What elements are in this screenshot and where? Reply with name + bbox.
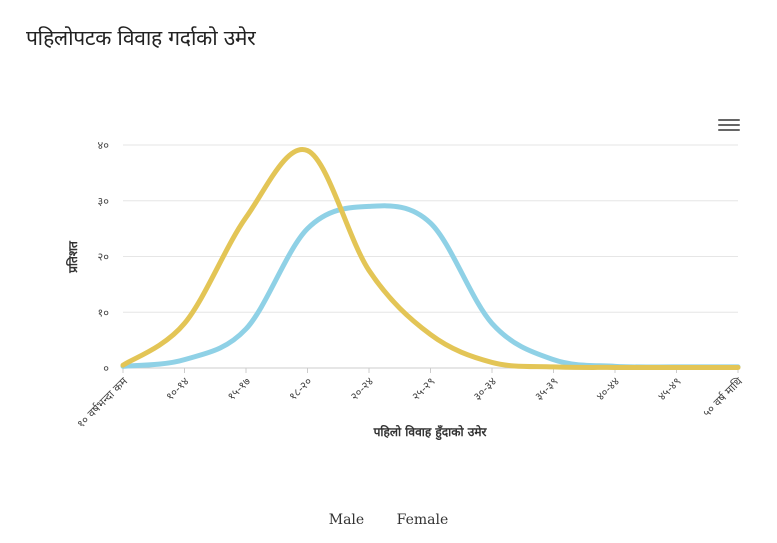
x-tick-label: २५-२९	[409, 375, 437, 403]
legend-item-female[interactable]: Female	[396, 512, 449, 528]
y-tick-label: ३०	[98, 195, 110, 208]
x-tick-label: ५० वर्ष माथि	[700, 374, 745, 419]
x-tick-label: ३५-३९	[532, 375, 560, 403]
y-axis-ticks: ० १० २० ३० ४०	[98, 139, 110, 375]
legend-item-male[interactable]: Male	[328, 512, 365, 528]
x-tick-label: १० वर्षभन्दा कम	[74, 375, 130, 431]
y-tick-label: २०	[98, 251, 110, 264]
x-tick-label: २०-२४	[348, 375, 376, 403]
x-tick-label: ४०-४४	[594, 375, 622, 403]
y-axis-label: प्रतिशत	[66, 240, 80, 274]
x-tick-label: १५-१७	[225, 375, 253, 403]
series-line-female[interactable]	[120, 147, 741, 370]
series-lines	[120, 147, 741, 370]
legend: Male Female	[0, 512, 777, 528]
x-tick-label: १०-१४	[163, 375, 191, 403]
y-tick-label: ४०	[98, 139, 110, 152]
x-tick-label: १८-२०	[286, 375, 314, 403]
x-tick-label: ४५-४९	[655, 375, 683, 403]
x-axis-ticks: १० वर्षभन्दा कम १०-१४ १५-१७ १८-२० २०-२४ २५-२९…	[74, 368, 746, 431]
y-tick-label: १०	[98, 306, 110, 319]
y-tick-label: ०	[103, 362, 109, 375]
page-title: पहिलोपटक विवाह गर्दाको उमेर	[26, 26, 256, 50]
x-axis-label: पहिलो विवाह हुँदाको उमेर	[373, 425, 488, 441]
x-tick-label: ३०-३४	[471, 375, 499, 403]
chart-menu-icon[interactable]	[718, 116, 740, 134]
series-line-male[interactable]	[120, 203, 741, 370]
